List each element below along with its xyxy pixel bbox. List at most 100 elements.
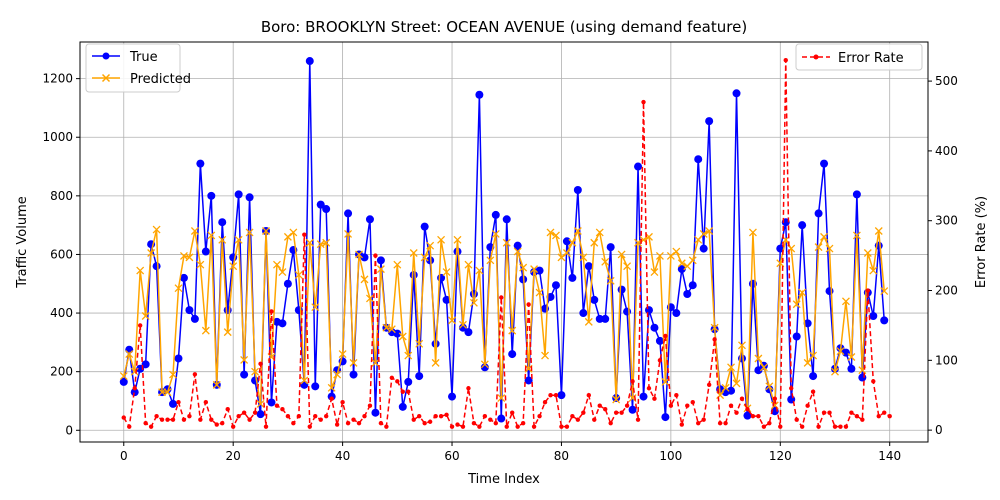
point-stroke bbox=[650, 268, 659, 276]
point-true bbox=[595, 314, 604, 323]
point-error-rate bbox=[674, 393, 679, 398]
point-true bbox=[590, 295, 599, 304]
point-error-rate bbox=[510, 410, 515, 415]
point-predicted bbox=[152, 225, 161, 234]
point-predicted bbox=[606, 276, 615, 285]
point-predicted bbox=[612, 395, 621, 404]
point-error-rate bbox=[570, 413, 575, 419]
point-true bbox=[852, 190, 861, 199]
point-predicted bbox=[409, 249, 418, 257]
point-error-rate bbox=[258, 361, 263, 367]
point-error-rate bbox=[635, 417, 641, 422]
point-stroke bbox=[579, 253, 588, 262]
point-true bbox=[639, 392, 648, 401]
point-stroke bbox=[212, 380, 221, 389]
point-stroke bbox=[163, 388, 172, 397]
point-true bbox=[661, 413, 670, 422]
point-predicted bbox=[305, 238, 314, 247]
point-stroke bbox=[147, 249, 156, 257]
point-true bbox=[283, 279, 292, 288]
point-predicted bbox=[617, 250, 626, 259]
point-true bbox=[502, 215, 511, 224]
point-stroke bbox=[398, 332, 407, 341]
point-stroke bbox=[387, 325, 396, 334]
point-stroke bbox=[448, 316, 456, 325]
point-error-rate bbox=[537, 413, 542, 419]
point-error-rate bbox=[291, 420, 296, 426]
point-stroke bbox=[207, 231, 216, 240]
point-true bbox=[869, 311, 878, 320]
point-true bbox=[617, 285, 626, 294]
point-predicted bbox=[289, 228, 298, 237]
point-error-rate bbox=[805, 403, 810, 408]
point-predicted bbox=[672, 247, 681, 256]
point-stroke bbox=[590, 238, 599, 247]
point-error-rate bbox=[553, 393, 559, 398]
point-stroke bbox=[847, 353, 856, 361]
series-line-predicted bbox=[123, 228, 885, 409]
point-stroke bbox=[655, 251, 664, 260]
point-stroke bbox=[316, 240, 325, 249]
y-tick-label-left: 600 bbox=[50, 247, 73, 261]
point-stroke bbox=[262, 227, 270, 235]
point-error-rate bbox=[685, 403, 690, 408]
point-stroke bbox=[125, 350, 134, 359]
point-error-rate bbox=[493, 420, 498, 426]
point-stroke bbox=[311, 303, 320, 312]
point-predicted bbox=[754, 354, 763, 363]
point-true bbox=[573, 185, 582, 194]
point-error-rate bbox=[373, 253, 378, 258]
point-error-rate bbox=[816, 424, 821, 429]
point-stroke bbox=[672, 247, 681, 256]
point-predicted bbox=[486, 256, 495, 265]
point-true bbox=[683, 290, 692, 299]
point-error-rate bbox=[422, 420, 427, 426]
point-predicted bbox=[546, 228, 555, 237]
point-predicted bbox=[360, 275, 369, 284]
point-stroke bbox=[278, 268, 287, 276]
point-predicted bbox=[218, 235, 227, 244]
point-predicted bbox=[699, 229, 708, 238]
point-stroke bbox=[464, 260, 473, 269]
point-predicted bbox=[404, 351, 413, 360]
point-predicted bbox=[803, 358, 812, 367]
y-axis-label-left: Traffic Volume bbox=[15, 196, 30, 289]
point-stroke bbox=[201, 326, 210, 335]
point-error-rate bbox=[728, 403, 734, 408]
point-true bbox=[546, 292, 555, 301]
point-error-rate bbox=[340, 400, 345, 405]
point-true bbox=[464, 328, 473, 337]
point-stroke bbox=[240, 355, 249, 364]
point-true bbox=[141, 360, 150, 369]
point-predicted bbox=[327, 383, 336, 392]
point-stroke bbox=[349, 358, 358, 367]
point-error-rate bbox=[132, 386, 137, 391]
point-error-rate bbox=[323, 413, 329, 419]
point-error-rate bbox=[378, 420, 384, 426]
point-predicted bbox=[355, 250, 363, 259]
point-predicted bbox=[125, 350, 134, 359]
point-error-rate bbox=[712, 337, 717, 342]
point-error-rate bbox=[296, 413, 302, 419]
point-predicted bbox=[475, 266, 484, 275]
point-true bbox=[256, 410, 265, 419]
point-true bbox=[453, 247, 462, 256]
point-true bbox=[196, 159, 205, 168]
point-predicted bbox=[863, 249, 872, 257]
point-error-rate bbox=[843, 424, 849, 429]
point-true bbox=[672, 309, 681, 318]
point-error-rate bbox=[641, 99, 646, 105]
y-tick-label-left: 200 bbox=[50, 365, 73, 379]
point-predicted bbox=[809, 351, 818, 360]
point-true bbox=[858, 373, 867, 382]
point-error-rate bbox=[121, 415, 126, 420]
x-tick-label: 140 bbox=[878, 449, 901, 463]
point-true bbox=[524, 376, 533, 385]
point-true bbox=[644, 306, 653, 315]
point-predicted bbox=[732, 379, 741, 388]
point-stroke bbox=[874, 227, 883, 235]
point-predicted bbox=[568, 238, 577, 247]
point-error-rate bbox=[739, 396, 745, 401]
point-error-rate bbox=[181, 417, 187, 422]
point-predicted bbox=[294, 271, 303, 279]
